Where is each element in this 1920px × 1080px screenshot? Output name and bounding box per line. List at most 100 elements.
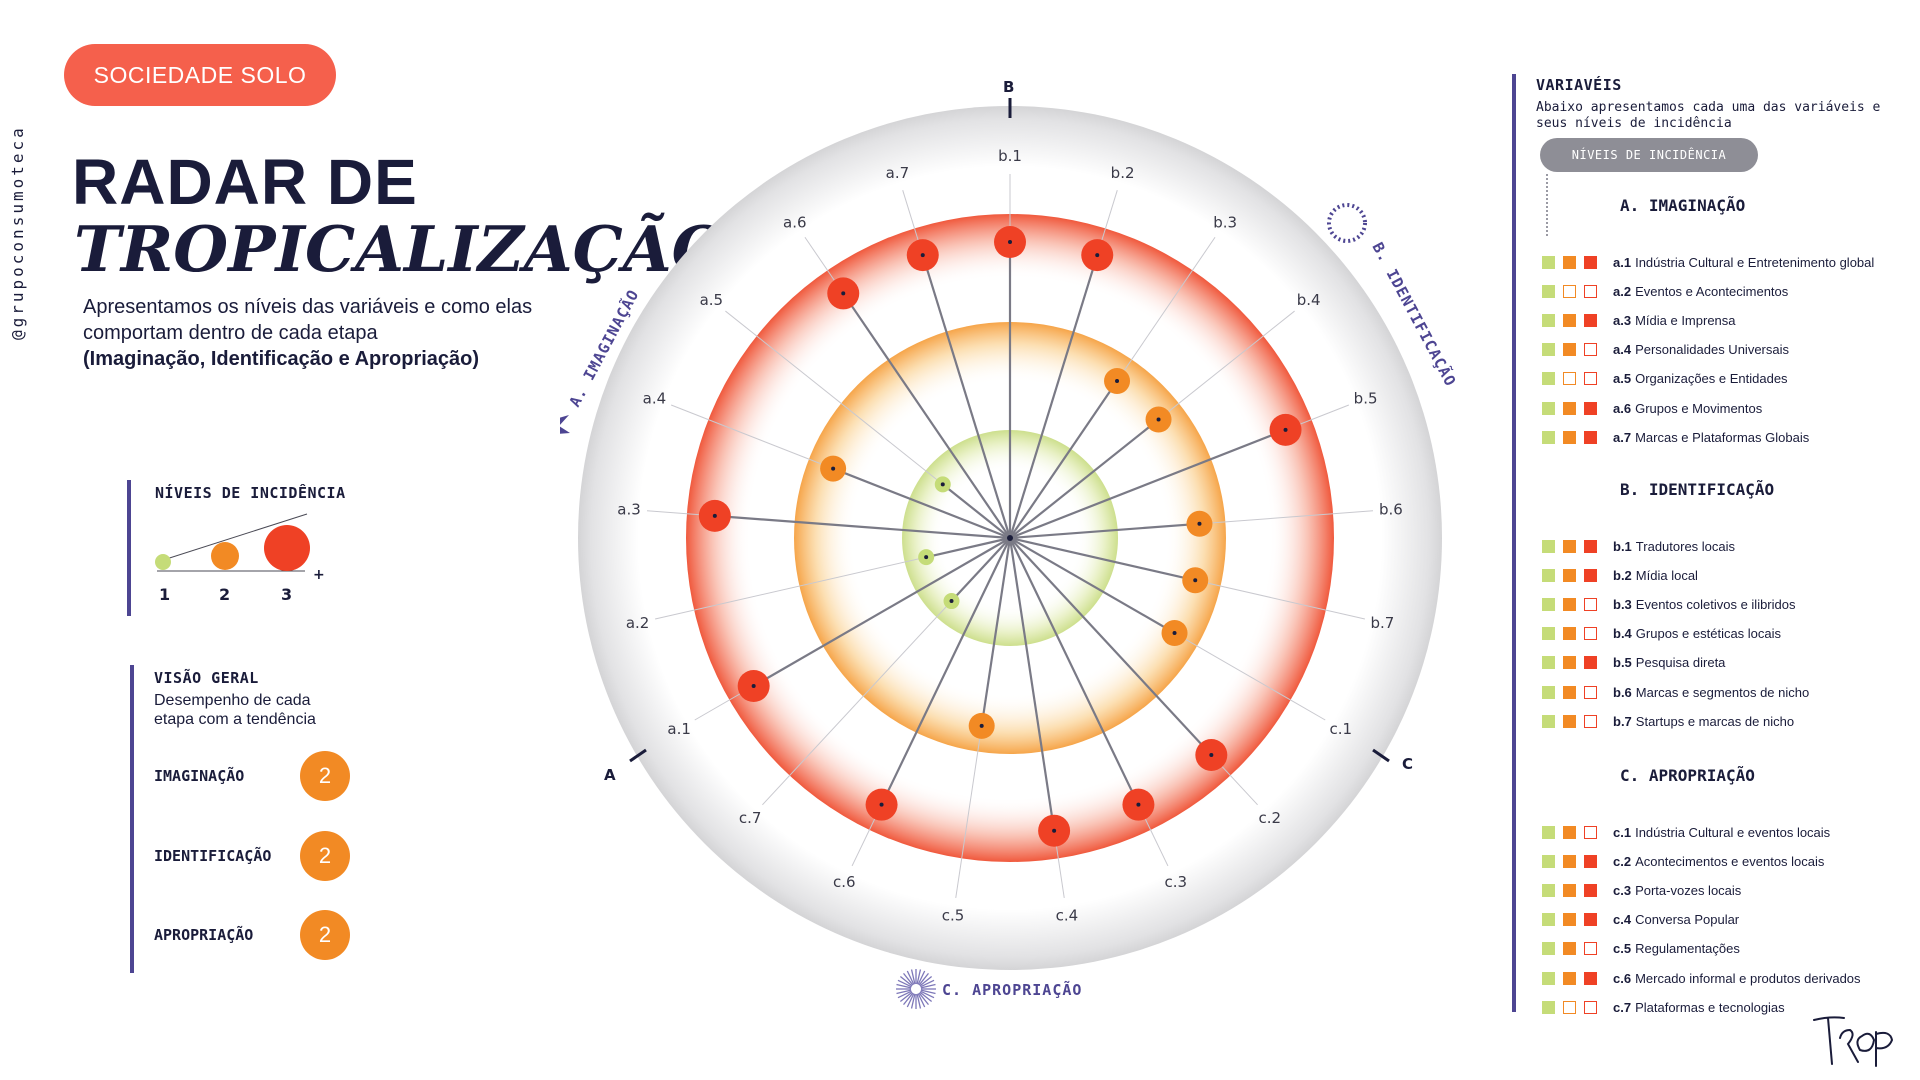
variable-code: a.5 [1613,371,1632,387]
spoke-label-c1: c.1 [1330,720,1353,738]
overview-label: IMAGINAÇÃO [154,767,245,785]
level-square [1542,1000,1555,1014]
legend-title: NÍVEIS DE INCIDÊNCIA [155,484,346,502]
variable-row-a2: a.2 Eventos e Acontecimentos [1542,281,1920,301]
sunburst-ray [896,989,912,995]
sunburst-icon [896,969,936,1009]
variable-code: a.3 [1613,312,1632,328]
variable-row-b7: b.7 Startups e marcas de nicho [1542,711,1920,731]
spoke-b3 [1009,380,1118,539]
ring-dash-icon [1327,203,1367,243]
variables-title: VARIAVÉIS [1536,76,1622,94]
legend-dot-level-3 [264,525,310,571]
level-square [1563,656,1576,670]
radar-dot-center [940,482,945,487]
spoke-a1 [753,537,1011,687]
axis-a-tick [629,748,647,763]
variable-label: Personalidades Universais [1635,342,1789,358]
spoke-c3 [1009,537,1140,806]
level-square [1542,597,1555,611]
level-square [1584,627,1597,641]
spoke-label-b4: b.4 [1297,291,1321,309]
level-square [1542,685,1555,699]
variable-row-c6: c.6 Mercado informal e produtos derivados [1542,968,1920,988]
variable-code: a.4 [1613,342,1632,358]
level-square [1542,568,1555,582]
level-square [1542,372,1555,386]
level-square [1542,714,1555,728]
level-square [1584,913,1597,927]
variable-label: Conversa Popular [1635,912,1740,928]
level-square [1584,255,1597,269]
level-square [1563,313,1576,327]
radar-dot-center [924,555,929,560]
radar-dots [698,226,1302,847]
variable-row-b4: b.4 Grupos e estéticas locais [1542,624,1920,644]
spoke-label-b3: b.3 [1213,213,1237,231]
level-square [1584,401,1597,415]
variable-label: Marcas e segmentos de nicho [1635,684,1810,700]
spoke-label-a7: a.7 [886,164,910,182]
legend-label-1: 1 [159,585,170,604]
level-square [1563,825,1576,839]
brand-badge: SOCIEDADE SOLO [64,44,336,106]
level-square [1584,284,1597,298]
level-square [1584,1000,1597,1014]
overview-panel: VISÃO GERAL Desempenho de cada etapa com… [130,665,370,973]
sunburst-ray [918,992,929,1006]
level-square [1563,597,1576,611]
spoke-label-c4: c.4 [1056,907,1079,925]
spoke-c2 [1009,537,1213,756]
variable-group-title: B. IDENTIFICAÇÃO [1620,480,1775,499]
sunburst-ray [920,979,935,988]
spoke-c5 [980,537,1012,727]
sunburst-ray [919,976,933,987]
spoke-label-a2: a.2 [626,614,650,632]
radar-dot-center [751,684,756,688]
radar-spoke-labels: b.1 b.2 b.3 b.4 b.5 b.6 b.7 c.1 c.2 c.3 c.4 c.5 c.6 c… [617,147,1403,925]
variable-row-b2: b.2 Mídia local [1542,565,1920,585]
variable-row-b3: b.3 Eventos coletivos e ilibridos [1542,594,1920,614]
spoke-label-a4: a.4 [643,389,667,407]
level-square [1563,714,1576,728]
level-square [1542,255,1555,269]
overview-title: VISÃO GERAL [154,669,259,687]
variable-code: c.6 [1613,970,1632,986]
spoke-label-b1: b.1 [998,147,1022,165]
level-square [1563,685,1576,699]
variable-row-a4: a.4 Personalidades Universais [1542,340,1920,360]
level-square [1563,539,1576,553]
spoke-label-b2: b.2 [1111,164,1135,182]
radar-dot-center [831,466,836,471]
radar-dot-center [1156,417,1161,422]
level-square [1584,854,1597,868]
variable-code: a.7 [1613,429,1632,445]
sunburst-ray [906,993,915,1008]
level-square [1563,883,1576,897]
variable-label: Mídia e Imprensa [1635,312,1736,328]
spoke-a7 [921,254,1012,539]
radar-dot-center [1193,578,1198,583]
radar-dot-center [949,599,954,604]
level-square [1542,343,1555,357]
level-square [1563,343,1576,357]
radar-dot-center [979,723,984,728]
radar-spokes [646,174,1374,899]
radar-dot-center [1283,427,1288,432]
variable-code: c.2 [1613,853,1632,869]
overview-row-imaginacao: IMAGINAÇÃO 2 [154,751,364,803]
variable-code: c.4 [1613,912,1632,928]
sunburst-ray [897,979,912,988]
variable-row-b5: b.5 Pesquisa direta [1542,653,1920,673]
spoke-b2 [1008,254,1099,539]
spoke-b4 [1009,418,1160,539]
radar-dot-center [1136,802,1141,807]
level-square [1584,430,1597,444]
variable-row-a3: a.3 Mídia e Imprensa [1542,310,1920,330]
variable-row-a7: a.7 Marcas e Plataformas Globais [1542,427,1920,447]
level-square [1563,913,1576,927]
level-square [1542,627,1555,641]
radar-dot-center [1115,379,1120,384]
level-square [1542,539,1555,553]
incidence-legend: NÍVEIS DE INCIDÊNCIA 1 2 3 + [127,480,367,616]
